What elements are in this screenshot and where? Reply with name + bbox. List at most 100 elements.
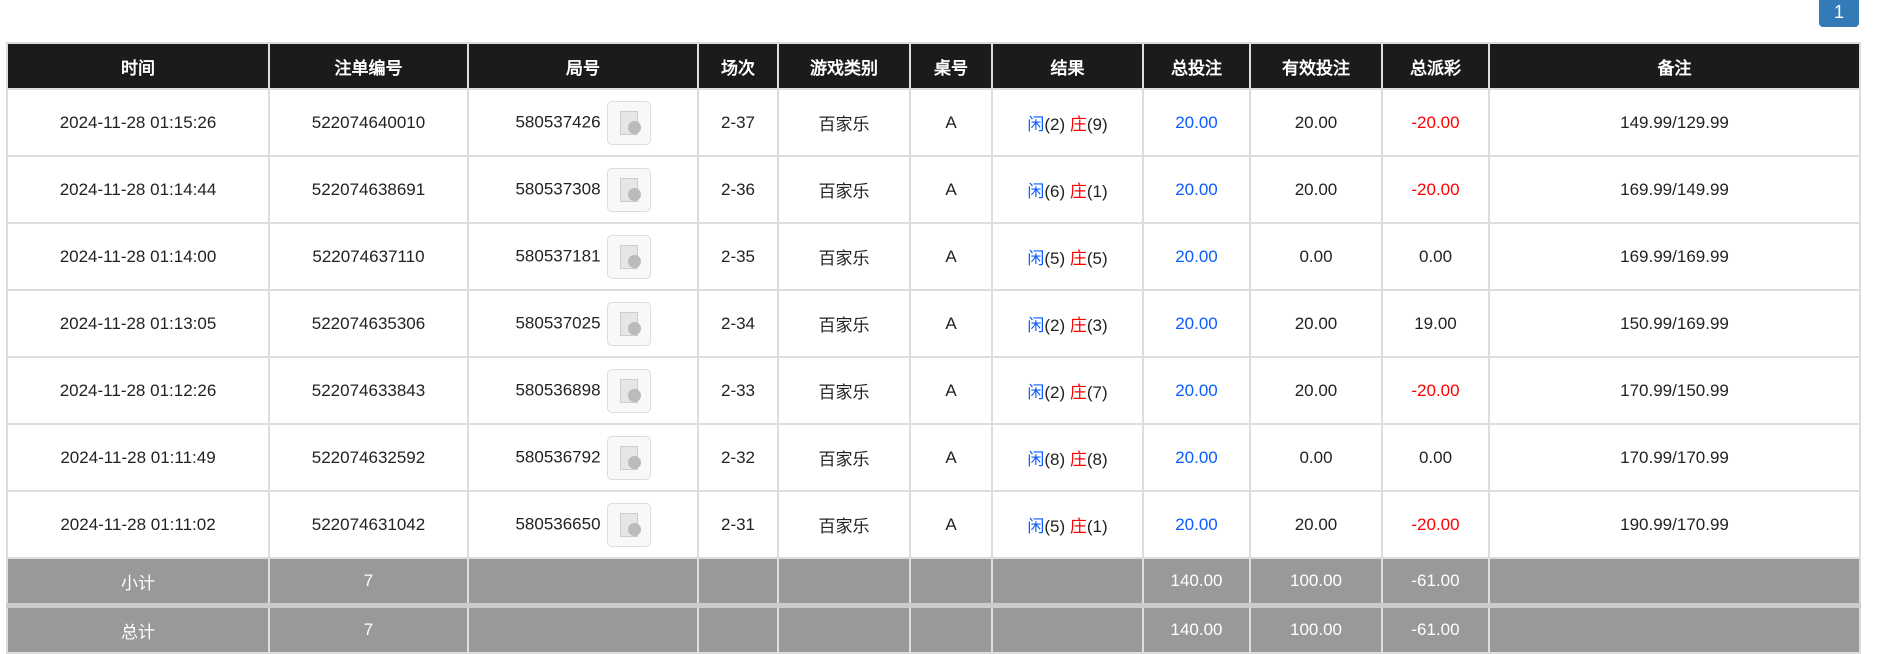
banker-label: 庄 [1069, 115, 1087, 134]
cell-valid-bet: 0.00 [1249, 423, 1383, 492]
cell-shoe: 2-36 [697, 155, 779, 224]
col-header-time: 时间 [6, 42, 270, 90]
cell-total-bet: 20.00 [1142, 356, 1251, 425]
empty-cell [1488, 557, 1861, 608]
player-label: 闲 [1027, 450, 1045, 469]
cell-valid-bet: 20.00 [1249, 88, 1383, 157]
cell-note: 149.99/129.99 [1488, 88, 1861, 157]
col-header-shoe: 场次 [697, 42, 779, 90]
cell-payout: 0.00 [1381, 423, 1490, 492]
player-score: (2) [1044, 115, 1066, 134]
banker-label: 庄 [1069, 182, 1087, 201]
cell-game-type: 百家乐 [777, 88, 911, 157]
player-score: (5) [1044, 249, 1066, 268]
summary-total-bet: 140.00 [1142, 557, 1251, 608]
round-number: 580537308 [515, 178, 601, 198]
cell-valid-bet: 20.00 [1249, 356, 1383, 425]
round-number: 580537181 [515, 245, 601, 265]
cell-round: 580537025 [467, 289, 699, 358]
round-number: 580536898 [515, 379, 601, 399]
cell-round: 580536792 [467, 423, 699, 492]
cell-game-type: 百家乐 [777, 423, 911, 492]
cell-payout: -20.00 [1381, 490, 1490, 559]
cell-result: 闲(2) 庄(7) [991, 356, 1144, 425]
summary-label: 总计 [6, 604, 270, 654]
col-header-bet-id: 注单编号 [268, 42, 469, 90]
video-replay-icon[interactable] [606, 167, 651, 212]
empty-cell [697, 604, 779, 654]
cell-shoe: 2-35 [697, 222, 779, 291]
player-score: (2) [1044, 383, 1066, 402]
player-score: (2) [1044, 316, 1066, 335]
player-label: 闲 [1027, 115, 1045, 134]
cell-round: 580536650 [467, 490, 699, 559]
cell-bet-id: 522074631042 [268, 490, 469, 559]
summary-label: 小计 [6, 557, 270, 608]
round-number: 580537426 [515, 111, 601, 131]
cell-game-type: 百家乐 [777, 490, 911, 559]
cell-game-type: 百家乐 [777, 155, 911, 224]
cell-total-bet: 20.00 [1142, 88, 1251, 157]
cell-table-no: A [909, 289, 993, 358]
banker-label: 庄 [1069, 249, 1087, 268]
banker-score: (1) [1086, 182, 1108, 201]
video-replay-icon[interactable] [606, 368, 651, 413]
player-score: (6) [1044, 182, 1066, 201]
video-replay-icon[interactable] [606, 301, 651, 346]
col-header-table-no: 桌号 [909, 42, 993, 90]
cell-shoe: 2-37 [697, 88, 779, 157]
cell-round: 580537426 [467, 88, 699, 157]
cell-game-type: 百家乐 [777, 356, 911, 425]
player-score: (5) [1044, 517, 1066, 536]
video-replay-icon[interactable] [606, 435, 651, 480]
video-replay-icon[interactable] [606, 100, 651, 145]
player-label: 闲 [1027, 383, 1045, 402]
cell-table-no: A [909, 155, 993, 224]
banker-label: 庄 [1069, 316, 1087, 335]
banker-score: (8) [1086, 450, 1108, 469]
empty-cell [777, 557, 911, 608]
cell-valid-bet: 20.00 [1249, 289, 1383, 358]
cell-payout: -20.00 [1381, 356, 1490, 425]
cell-payout: -20.00 [1381, 155, 1490, 224]
cell-game-type: 百家乐 [777, 222, 911, 291]
summary-total-bet: 140.00 [1142, 604, 1251, 654]
player-label: 闲 [1027, 182, 1045, 201]
cell-time: 2024-11-28 01:11:02 [6, 490, 270, 559]
cell-result: 闲(6) 庄(1) [991, 155, 1144, 224]
round-number: 580536792 [515, 446, 601, 466]
cell-shoe: 2-32 [697, 423, 779, 492]
cell-table-no: A [909, 423, 993, 492]
cell-result: 闲(2) 庄(9) [991, 88, 1144, 157]
summary-payout: -61.00 [1381, 557, 1490, 608]
banker-score: (9) [1086, 115, 1108, 134]
video-replay-icon[interactable] [606, 234, 651, 279]
banker-score: (1) [1086, 517, 1108, 536]
cell-note: 150.99/169.99 [1488, 289, 1861, 358]
cell-note: 169.99/169.99 [1488, 222, 1861, 291]
table-row: 2024-11-28 01:14:44 522074638691 5805373… [6, 155, 1861, 224]
cell-time: 2024-11-28 01:14:00 [6, 222, 270, 291]
cell-result: 闲(8) 庄(8) [991, 423, 1144, 492]
summary-count: 7 [268, 604, 469, 654]
cell-game-type: 百家乐 [777, 289, 911, 358]
table-row: 2024-11-28 01:15:26 522074640010 5805374… [6, 88, 1861, 157]
cell-bet-id: 522074638691 [268, 155, 469, 224]
col-header-payout: 总派彩 [1381, 42, 1490, 90]
cell-result: 闲(5) 庄(5) [991, 222, 1144, 291]
bet-records-table: 时间 注单编号 局号 场次 游戏类别 桌号 结果 总投注 有效投注 总派彩 备注 2024-11-2… [6, 42, 1861, 654]
cell-valid-bet: 20.00 [1249, 490, 1383, 559]
table-header-row: 时间 注单编号 局号 场次 游戏类别 桌号 结果 总投注 有效投注 总派彩 备注 [6, 42, 1861, 90]
cell-time: 2024-11-28 01:14:44 [6, 155, 270, 224]
video-replay-icon[interactable] [606, 502, 651, 547]
cell-note: 169.99/149.99 [1488, 155, 1861, 224]
cell-total-bet: 20.00 [1142, 289, 1251, 358]
pagination-page-1[interactable]: 1 [1819, 0, 1859, 27]
total-row: 总计 7 140.00 100.00 -61.00 [6, 604, 1861, 654]
banker-label: 庄 [1069, 517, 1087, 536]
cell-result: 闲(5) 庄(1) [991, 490, 1144, 559]
cell-table-no: A [909, 356, 993, 425]
cell-round: 580536898 [467, 356, 699, 425]
banker-score: (3) [1086, 316, 1108, 335]
empty-cell [467, 557, 699, 608]
